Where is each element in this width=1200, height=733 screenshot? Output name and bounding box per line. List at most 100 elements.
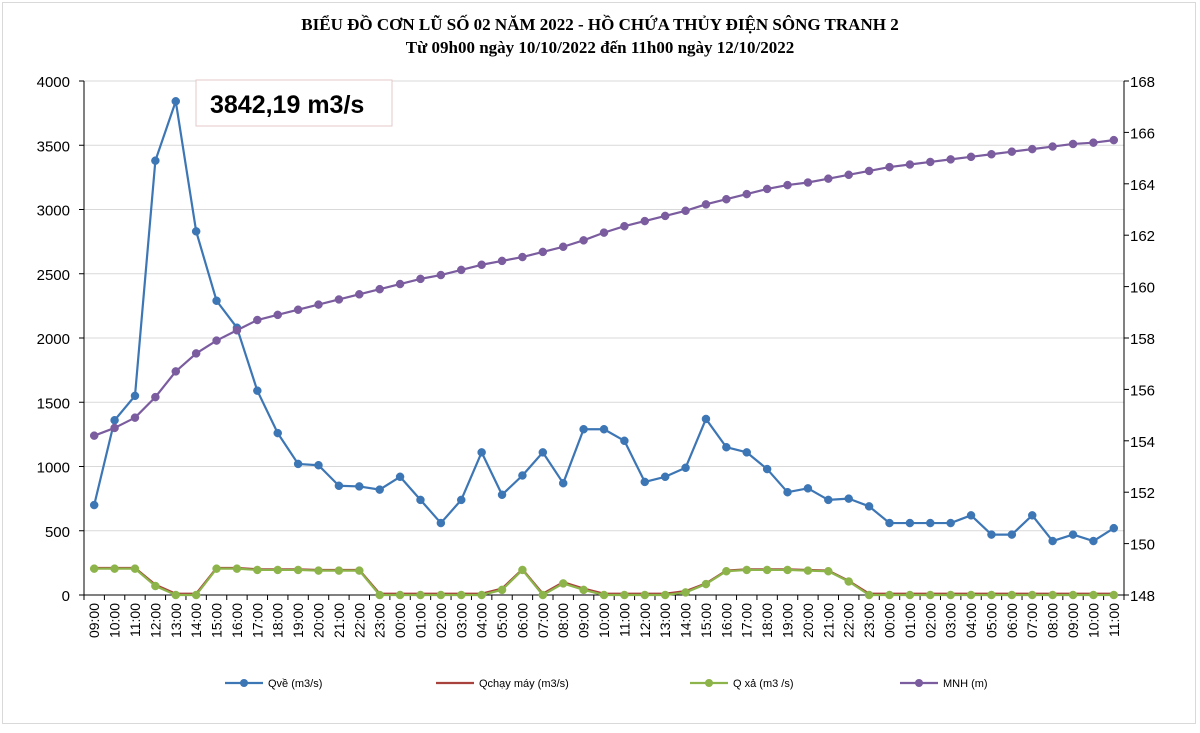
series-0-point (640, 477, 650, 487)
series-0-point (293, 459, 303, 469)
series-2-point (518, 565, 527, 575)
y-right-tick-label: 160 (1130, 280, 1155, 297)
x-tick-label: 16:00 (718, 603, 734, 638)
y-left-tick-label: 500 (45, 524, 70, 541)
series-2-point (212, 564, 221, 573)
x-tick-label: 05:00 (494, 603, 510, 638)
x-tick-label: 09:00 (1065, 603, 1081, 638)
series-0-point (538, 448, 548, 457)
x-tick-label: 21:00 (331, 603, 347, 638)
series-3-point (946, 155, 955, 164)
x-tick-label: 22:00 (351, 603, 367, 638)
series-3-point (395, 279, 405, 289)
series-2-point (151, 581, 160, 591)
series-2-point (253, 565, 262, 575)
series-0-point (253, 386, 262, 395)
x-tick-label: 08:00 (555, 603, 571, 638)
series-3-point (558, 242, 568, 252)
series-3-point (783, 180, 792, 190)
series-0-point (620, 436, 629, 446)
series-3-point (273, 310, 282, 320)
series-3-point (681, 206, 690, 216)
x-tick-label: 04:00 (963, 603, 979, 638)
series-2-point (681, 588, 690, 597)
x-tick-label: 11:00 (127, 603, 143, 637)
series-3-point (640, 216, 650, 226)
series-0-point (1089, 536, 1098, 546)
legend-label: Qchạy máy (m3/s) (479, 678, 569, 690)
series-2-point (824, 566, 833, 576)
x-tick-label: 23:00 (372, 603, 388, 638)
x-tick-label: 10:00 (107, 603, 123, 638)
series-2-point (762, 565, 772, 575)
series-0-point (334, 481, 344, 491)
x-tick-label: 07:00 (1024, 603, 1040, 638)
legend-swatch-marker (915, 679, 923, 687)
series-2-point (171, 590, 181, 600)
x-tick-label: 19:00 (780, 603, 796, 638)
x-tick-label: 21:00 (820, 603, 836, 638)
x-tick-label: 17:00 (249, 603, 265, 638)
chart-title: BIỂU ĐỒ CƠN LŨ SỐ 02 NĂM 2022 - HỒ CHỨA … (301, 14, 898, 34)
series-3-point (966, 152, 976, 162)
x-tick-label: 13:00 (168, 603, 184, 638)
x-tick-label: 14:00 (188, 603, 204, 638)
legend-swatch-marker (240, 679, 248, 687)
series-3-point (701, 200, 711, 209)
series-0-point (824, 495, 833, 505)
series-0-point (355, 482, 364, 491)
series-2-point (477, 590, 486, 600)
series-2-point (1109, 590, 1119, 600)
series-2-point (334, 566, 344, 575)
series-2-point (1068, 590, 1078, 600)
y-right-tick-label: 150 (1130, 537, 1155, 554)
series-0-point (701, 414, 711, 424)
series-2-point (864, 590, 874, 600)
x-tick-label: 02:00 (433, 603, 449, 638)
x-tick-label: 01:00 (412, 603, 428, 638)
series-0-point (395, 472, 405, 482)
series-3-point (660, 211, 670, 221)
series-3-point (151, 392, 160, 402)
series-2-point (966, 590, 976, 600)
chart-subtitle: Từ 09h00 ngày 10/10/2022 đến 11h00 ngày … (406, 38, 795, 57)
series-3-point (212, 336, 221, 345)
y-right-tick-label: 156 (1130, 382, 1155, 399)
series-2-point (579, 585, 588, 595)
series-0-point (436, 518, 446, 528)
x-tick-label: 01:00 (902, 603, 918, 638)
series-2-point (803, 566, 813, 575)
series-2-point (701, 579, 711, 589)
y-right-tick-label: 152 (1130, 485, 1155, 502)
series-0-point (681, 463, 690, 473)
series-2-point (1007, 590, 1017, 600)
series-0-point (497, 490, 507, 500)
x-tick-label: 16:00 (229, 603, 245, 638)
series-3-point (579, 236, 588, 245)
series-2-point (599, 590, 609, 600)
x-tick-label: 18:00 (759, 603, 775, 638)
x-tick-label: 22:00 (841, 603, 857, 638)
series-0-point (885, 518, 894, 528)
y-left-tick-label: 2500 (37, 267, 70, 284)
axes: 0 500 1000 1500 2000 2500 3000 3500 4000 148 150 15… (37, 74, 1155, 638)
series-3-point (926, 157, 935, 167)
y-right-tick-label: 158 (1130, 331, 1155, 348)
x-tick-label: 00:00 (392, 603, 408, 638)
series-3-point (742, 189, 751, 199)
x-tick-label: 10:00 (596, 603, 612, 638)
series-2-point (987, 590, 996, 600)
series-0-point (151, 156, 160, 165)
x-tick-label: 20:00 (800, 603, 816, 638)
series-0-point (457, 495, 466, 505)
series-2-point (191, 590, 201, 600)
series-0-point (1068, 530, 1078, 539)
series-3-point (864, 166, 874, 176)
series-2-point (660, 590, 670, 600)
y-left-tick-label: 4000 (37, 74, 70, 91)
series-2-point (416, 590, 425, 600)
x-tick-label: 11:00 (1106, 603, 1122, 637)
series-3-point (375, 284, 384, 294)
